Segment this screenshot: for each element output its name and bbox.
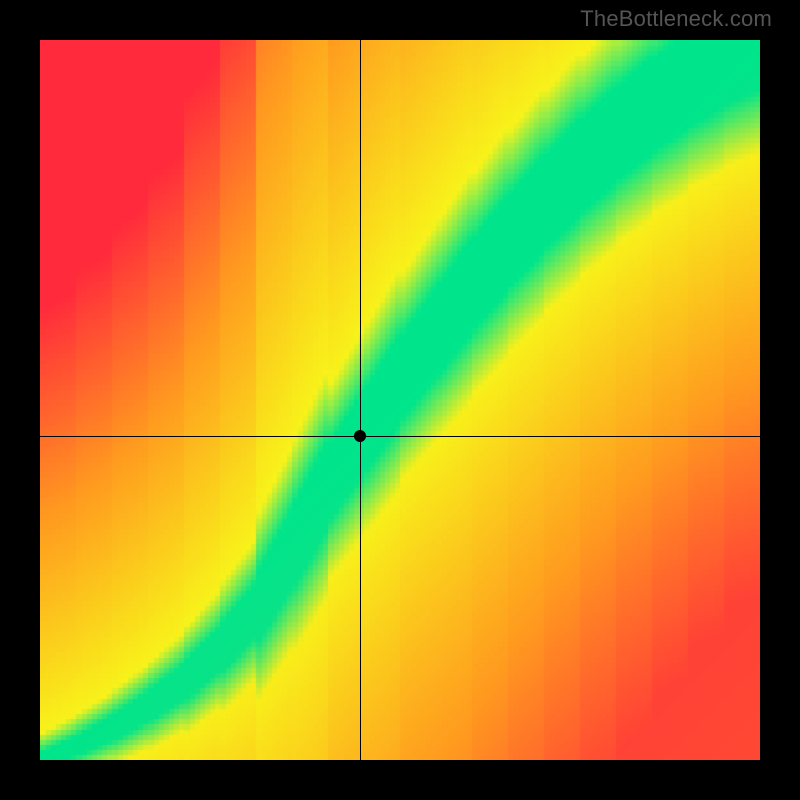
- data-point-marker: [354, 430, 366, 442]
- crosshair-vertical: [360, 40, 361, 760]
- chart-frame: TheBottleneck.com: [0, 0, 800, 800]
- heatmap-canvas: [40, 40, 760, 760]
- heatmap-plot: [40, 40, 760, 760]
- crosshair-horizontal: [40, 436, 760, 437]
- watermark-text: TheBottleneck.com: [580, 6, 772, 32]
